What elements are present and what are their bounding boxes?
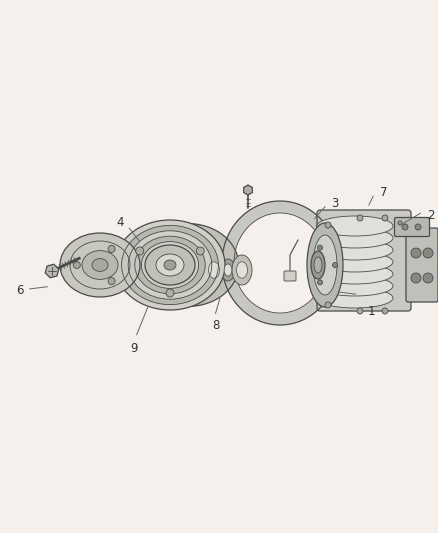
Circle shape [411, 248, 421, 258]
Ellipse shape [184, 236, 192, 248]
Ellipse shape [145, 245, 195, 285]
Ellipse shape [145, 261, 158, 269]
Circle shape [318, 280, 322, 285]
Ellipse shape [184, 289, 192, 301]
Circle shape [73, 262, 80, 269]
Ellipse shape [184, 229, 192, 241]
Ellipse shape [317, 264, 393, 284]
Circle shape [325, 302, 331, 308]
Ellipse shape [115, 220, 225, 310]
Ellipse shape [221, 259, 235, 281]
Ellipse shape [232, 255, 252, 285]
Polygon shape [122, 225, 219, 304]
Ellipse shape [317, 252, 393, 272]
Ellipse shape [313, 235, 337, 295]
Circle shape [411, 273, 421, 283]
Circle shape [402, 224, 408, 230]
Ellipse shape [92, 259, 108, 271]
Ellipse shape [154, 261, 166, 269]
FancyBboxPatch shape [284, 271, 296, 281]
Polygon shape [45, 264, 59, 278]
Circle shape [357, 308, 363, 314]
Ellipse shape [224, 264, 232, 276]
Ellipse shape [317, 216, 393, 236]
Circle shape [423, 248, 433, 258]
Ellipse shape [204, 255, 224, 285]
Ellipse shape [156, 254, 184, 276]
Text: 9: 9 [130, 342, 138, 355]
Circle shape [357, 215, 363, 221]
Circle shape [332, 262, 338, 268]
Circle shape [398, 221, 402, 225]
Ellipse shape [82, 251, 118, 279]
Circle shape [382, 215, 388, 221]
Circle shape [136, 247, 144, 255]
Circle shape [108, 245, 115, 253]
Circle shape [318, 245, 322, 250]
Ellipse shape [164, 260, 176, 270]
Ellipse shape [210, 261, 222, 269]
Ellipse shape [317, 276, 393, 296]
Text: 7: 7 [380, 187, 387, 199]
Polygon shape [135, 236, 205, 294]
Ellipse shape [208, 262, 219, 278]
Circle shape [423, 273, 433, 283]
Ellipse shape [219, 261, 230, 269]
Ellipse shape [184, 282, 192, 294]
Circle shape [196, 247, 204, 255]
Polygon shape [222, 201, 332, 325]
Ellipse shape [307, 223, 343, 307]
FancyBboxPatch shape [317, 210, 411, 311]
Text: 4: 4 [116, 216, 124, 229]
Ellipse shape [314, 257, 322, 273]
Text: 8: 8 [212, 319, 219, 332]
Ellipse shape [317, 228, 393, 248]
Ellipse shape [237, 262, 247, 278]
Text: 3: 3 [331, 197, 338, 210]
Text: 1: 1 [368, 305, 375, 318]
Ellipse shape [311, 251, 325, 279]
Ellipse shape [317, 288, 393, 308]
Circle shape [382, 308, 388, 314]
Polygon shape [244, 185, 252, 195]
Text: 6: 6 [17, 284, 24, 297]
Circle shape [108, 278, 115, 285]
Ellipse shape [60, 233, 140, 297]
Ellipse shape [138, 224, 239, 306]
FancyBboxPatch shape [395, 217, 430, 237]
Circle shape [166, 289, 174, 297]
Circle shape [325, 222, 331, 228]
Ellipse shape [166, 247, 210, 283]
Text: 2: 2 [427, 209, 434, 222]
FancyBboxPatch shape [406, 228, 438, 302]
Ellipse shape [317, 240, 393, 260]
Circle shape [415, 224, 421, 230]
